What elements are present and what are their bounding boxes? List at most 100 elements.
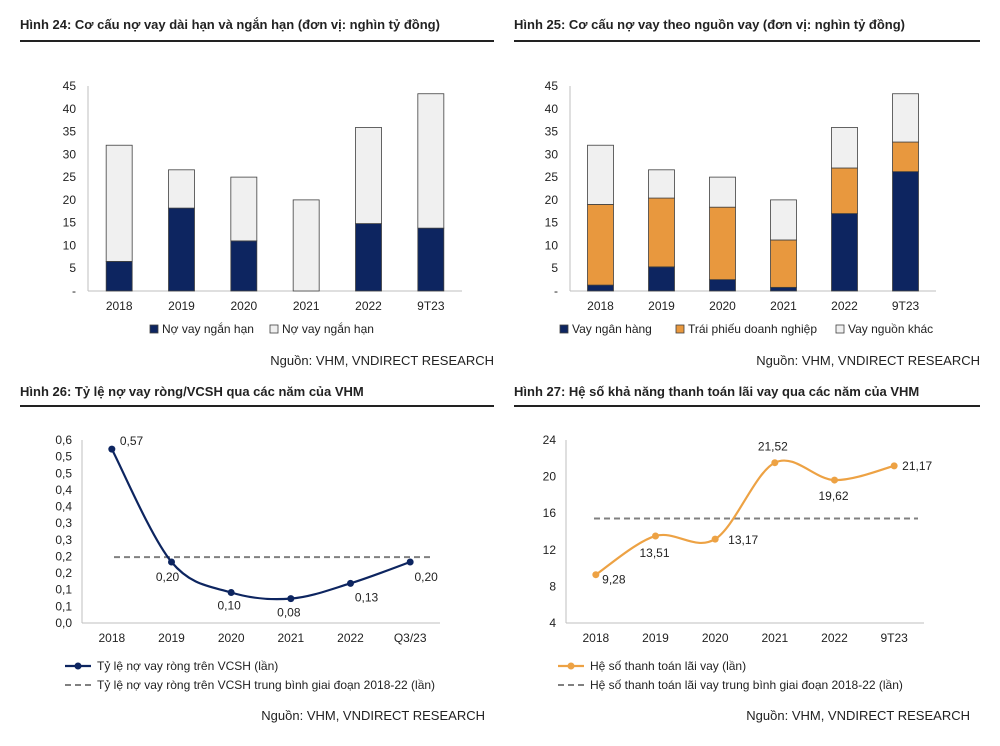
fig26-x-tick-label: 2020	[218, 631, 245, 645]
fig27-data-label: 13,17	[728, 533, 758, 547]
fig26-data-point	[108, 445, 116, 453]
fig25-x-tick-label: 2018	[587, 299, 614, 313]
fig25-bar-3	[709, 176, 736, 208]
fig24-y-tick-label: 30	[63, 147, 77, 161]
fig26-data-label: 0,20	[156, 570, 180, 584]
fig27-data-point	[711, 535, 719, 543]
fig24-bar-1	[355, 223, 382, 292]
fig24-bar-2	[292, 199, 320, 292]
fig25-bar-2	[587, 204, 614, 286]
fig26-y-tick-label: 0,6	[55, 433, 72, 447]
figure-26-title: Hình 26: Tỷ lệ nợ vay ròng/VCSH qua các …	[20, 384, 364, 399]
fig24-bar-2	[168, 169, 195, 209]
fig26-data-point	[227, 589, 235, 596]
fig25-legend-swatch	[835, 324, 845, 334]
fig25-bar-2	[892, 141, 919, 173]
fig25-y-tick-label: 40	[545, 102, 559, 116]
fig26-y-tick-label: 0,3	[55, 533, 72, 547]
fig25-bar-3	[770, 199, 797, 241]
fig25-x-tick-label: 2019	[648, 299, 675, 313]
fig26-data-point	[347, 579, 354, 587]
panel-figure-26: Hình 26: Tỷ lệ nợ vay ròng/VCSH qua các …	[20, 378, 494, 738]
fig24-y-tick-label: 25	[63, 170, 77, 184]
figure-27-title-rule	[514, 405, 980, 407]
fig25-x-tick-label: 2021	[770, 299, 797, 313]
figure-25-source: Nguồn: VHM, VNDIRECT RESEARCH	[756, 353, 980, 368]
fig24-y-tick-label: 10	[63, 238, 77, 252]
figure-27-source: Nguồn: VHM, VNDIRECT RESEARCH	[746, 708, 970, 723]
fig27-data-point	[890, 462, 898, 470]
figure-26-source: Nguồn: VHM, VNDIRECT RESEARCH	[261, 708, 485, 723]
fig24-legend-swatch	[149, 324, 159, 334]
fig27-x-tick-label: 9T23	[880, 631, 908, 645]
fig26-y-tick-label: 0,3	[55, 516, 72, 530]
fig27-y-tick-label: 16	[543, 506, 557, 520]
panel-figure-24: Hình 24: Cơ cấu nợ vay dài hạn và ngắn h…	[20, 10, 494, 370]
figure-24-source: Nguồn: VHM, VNDIRECT RESEARCH	[270, 353, 494, 368]
figure-25-chart: - 5 10 15 20 25 30 35 40 45 2018 2019 2020 2021 2022 9T…	[545, 79, 936, 336]
fig27-x-tick-label: 2022	[821, 631, 848, 645]
fig24-x-tick-label: 9T23	[417, 299, 445, 313]
fig25-y-tick-label: 15	[545, 216, 559, 230]
fig24-legend-swatch	[269, 324, 279, 334]
fig24-y-tick-label: 35	[63, 125, 77, 139]
fig27-y-tick-label: 24	[543, 433, 557, 447]
fig25-legend-label: Vay nguồn khác	[848, 322, 933, 336]
panel-figure-25: Hình 25: Cơ cấu nợ vay theo nguồn vay (đ…	[514, 10, 980, 370]
fig26-data-label: 0,13	[355, 590, 379, 604]
fig25-bar-1	[648, 266, 675, 292]
fig26-data-point	[287, 595, 295, 603]
fig24-legend-label: Nợ vay ngắn hạn	[282, 321, 374, 336]
fig27-x-tick-label: 2021	[761, 631, 788, 645]
fig27-data-point	[652, 532, 659, 540]
fig27-data-point	[771, 459, 779, 467]
fig27-data-point	[592, 571, 600, 579]
fig24-x-tick-label: 2019	[168, 299, 195, 313]
fig27-data-point	[831, 476, 838, 484]
fig26-x-tick-label: Q3/23	[394, 631, 427, 645]
fig26-data-label: 0,20	[414, 570, 438, 584]
fig25-x-tick-label: 2022	[831, 299, 858, 313]
figure-27-chart: 4 8 12 16 20 24 2018 2019 2020 2021 2022 9T23 9,28 13…	[543, 433, 933, 692]
fig25-bar-2	[648, 197, 675, 268]
fig26-legend-label: Tỷ lệ nợ vay ròng trên VCSH (lần)	[97, 659, 278, 673]
fig27-data-label: 21,17	[902, 459, 932, 473]
fig24-y-tick-label: 40	[63, 102, 77, 116]
fig27-y-tick-label: 8	[549, 579, 556, 593]
fig26-data-point	[406, 558, 414, 566]
fig25-y-tick-label: 35	[545, 125, 559, 139]
fig24-bar-1	[230, 240, 258, 292]
fig25-bar-2	[831, 167, 858, 214]
fig25-y-tick-label: 5	[551, 261, 558, 275]
figure-25-title: Hình 25: Cơ cấu nợ vay theo nguồn vay (đ…	[514, 17, 906, 32]
fig26-x-tick-label: 2022	[337, 631, 364, 645]
fig25-y-tick-label: 25	[545, 170, 559, 184]
fig27-x-tick-label: 2019	[642, 631, 669, 645]
fig25-x-tick-label: 2020	[709, 299, 736, 313]
figure-26-chart: 0,0 0,1 0,1 0,2 0,2 0,3 0,3 0,4 0,4 0,5 0,5 0,6 2018…	[55, 433, 440, 692]
fig25-bar-1	[892, 171, 919, 292]
figure-26-title-rule	[20, 405, 494, 407]
fig26-y-tick-label: 0,0	[55, 616, 72, 630]
fig26-y-tick-label: 0,2	[55, 549, 72, 563]
fig25-x-tick-label: 9T23	[892, 299, 920, 313]
fig25-y-tick-label: 45	[545, 79, 559, 93]
fig27-data-label: 19,62	[818, 489, 848, 503]
fig26-data-label: 0,08	[277, 606, 301, 620]
fig26-legend-marker	[74, 662, 82, 670]
fig24-y-tick-label: 20	[63, 193, 77, 207]
fig25-legend-swatch	[675, 324, 685, 334]
fig26-y-tick-label: 0,1	[55, 583, 72, 597]
fig27-data-label: 9,28	[602, 573, 626, 587]
fig26-x-tick-label: 2019	[158, 631, 185, 645]
fig27-data-label: 13,51	[639, 546, 669, 560]
fig27-legend-label: Hệ số thanh toán lãi vay trung bình giai…	[590, 678, 903, 692]
fig24-bar-2	[355, 127, 382, 224]
fig24-y-tick-label: -	[72, 284, 76, 298]
fig25-legend-swatch	[559, 324, 569, 334]
figure-24-title: Hình 24: Cơ cấu nợ vay dài hạn và ngắn h…	[20, 17, 440, 32]
fig26-y-tick-label: 0,5	[55, 466, 72, 480]
fig26-y-tick-label: 0,4	[55, 500, 72, 514]
fig26-data-point	[168, 558, 175, 566]
fig24-legend-label: Nợ vay ngắn hạn	[162, 321, 254, 336]
